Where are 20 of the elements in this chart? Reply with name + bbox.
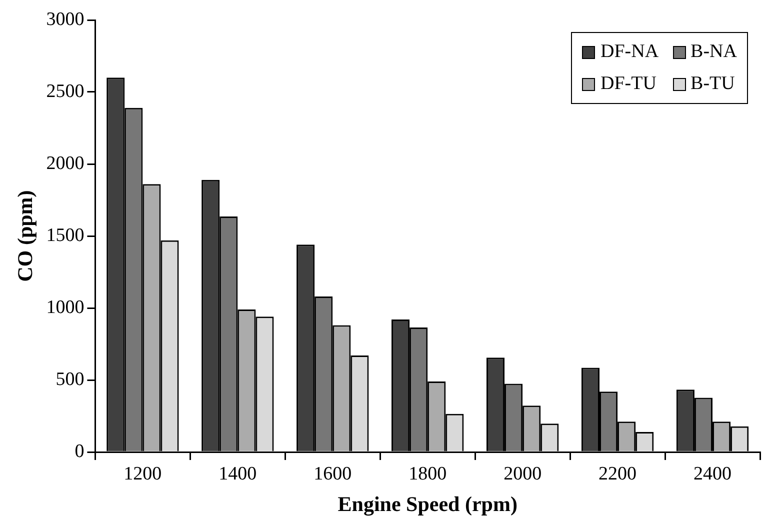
y-tick-label: 2000 bbox=[46, 152, 84, 174]
y-tick-label: 1500 bbox=[46, 224, 84, 246]
y-tick-label: 3000 bbox=[46, 8, 84, 30]
legend-label: DF-NA bbox=[600, 41, 659, 63]
y-axis-title: CO (ppm) bbox=[13, 190, 38, 282]
y-tick-label: 2500 bbox=[46, 80, 84, 102]
x-tick-label: 1800 bbox=[408, 463, 447, 484]
y-tick-label: 0 bbox=[74, 440, 84, 462]
x-tick-label: 1600 bbox=[314, 463, 352, 484]
x-tick-label: 2000 bbox=[504, 463, 542, 484]
x-tick-label: 1400 bbox=[218, 463, 257, 484]
x-axis-title: Engine Speed (rpm) bbox=[338, 492, 518, 516]
y-tick-label: 500 bbox=[56, 368, 84, 390]
legend-label: B-TU bbox=[690, 73, 735, 95]
y-tick-label: 1000 bbox=[46, 296, 84, 318]
x-tick-label: 2200 bbox=[598, 463, 637, 484]
legend-label: DF-TU bbox=[600, 73, 656, 95]
x-tick-label: 2400 bbox=[694, 463, 732, 484]
x-tick-label: 1200 bbox=[124, 463, 162, 484]
legend-label: B-NA bbox=[690, 41, 737, 63]
